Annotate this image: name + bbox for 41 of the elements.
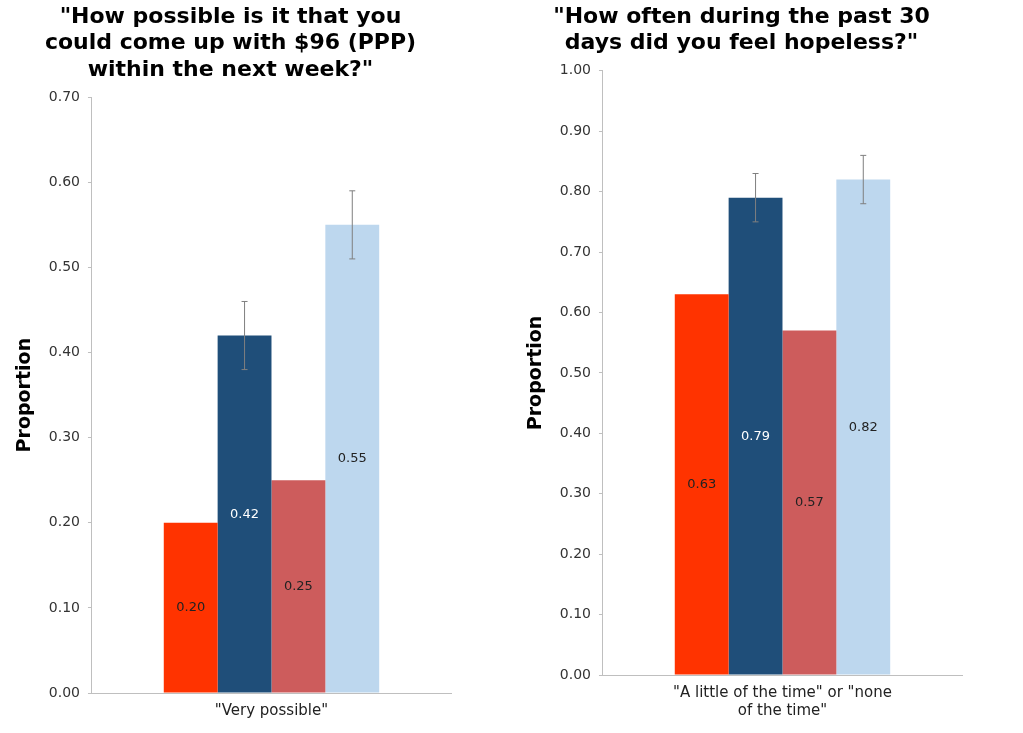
y-axis-title: Proportion: [523, 315, 546, 431]
y-tick-label: 0.70: [48, 87, 80, 104]
y-tick-label: 1.00: [559, 61, 591, 78]
data-label: 0.63: [687, 476, 717, 492]
y-tick-label: 0.80: [559, 182, 591, 199]
data-label: 0.57: [794, 494, 824, 510]
y-tick-label: 0.20: [559, 544, 591, 561]
bar: [782, 330, 837, 675]
y-tick-label: 0.30: [559, 484, 591, 501]
y-tick-label: 0.20: [48, 513, 80, 530]
y-tick-label: 0.10: [559, 605, 591, 622]
bar: [674, 294, 729, 675]
y-tick-label: 0.50: [559, 363, 591, 380]
y-axis-title: Proportion: [12, 337, 35, 453]
y-tick-label: 0.40: [48, 343, 80, 360]
bar: [271, 480, 326, 693]
bar: [217, 335, 272, 693]
y-tick-label: 0.00: [48, 683, 80, 700]
chart-title: "How possible is it that you could come up with $96 (PPP) within the next week?": [44, 2, 417, 81]
y-tick-label: 0.60: [48, 172, 80, 189]
data-label: 0.20: [176, 599, 206, 615]
y-tick-label: 0.40: [559, 423, 591, 440]
bar: [163, 522, 218, 693]
x-tick-label: "A little of the time" or "none of the time": [673, 682, 892, 719]
y-tick-label: 0.60: [559, 303, 591, 320]
bar: [728, 197, 783, 675]
y-tick-label: 0.70: [559, 242, 591, 259]
y-tick-label: 0.90: [559, 121, 591, 138]
y-tick-label: 0.50: [48, 258, 80, 275]
data-label: 0.82: [848, 418, 878, 434]
y-tick-label: 0.30: [48, 428, 80, 445]
y-tick-label: 0.10: [48, 598, 80, 615]
x-tick-label: "Very possible": [214, 700, 329, 719]
chart-title: "How often during the past 30 days did you feel hopeless?": [553, 2, 930, 55]
data-label: 0.42: [230, 505, 260, 521]
y-tick-label: 0.00: [559, 665, 591, 682]
bar: [836, 179, 891, 675]
data-label: 0.79: [741, 427, 771, 443]
data-label: 0.55: [337, 450, 367, 466]
bar: [325, 224, 380, 693]
data-label: 0.25: [283, 577, 313, 593]
